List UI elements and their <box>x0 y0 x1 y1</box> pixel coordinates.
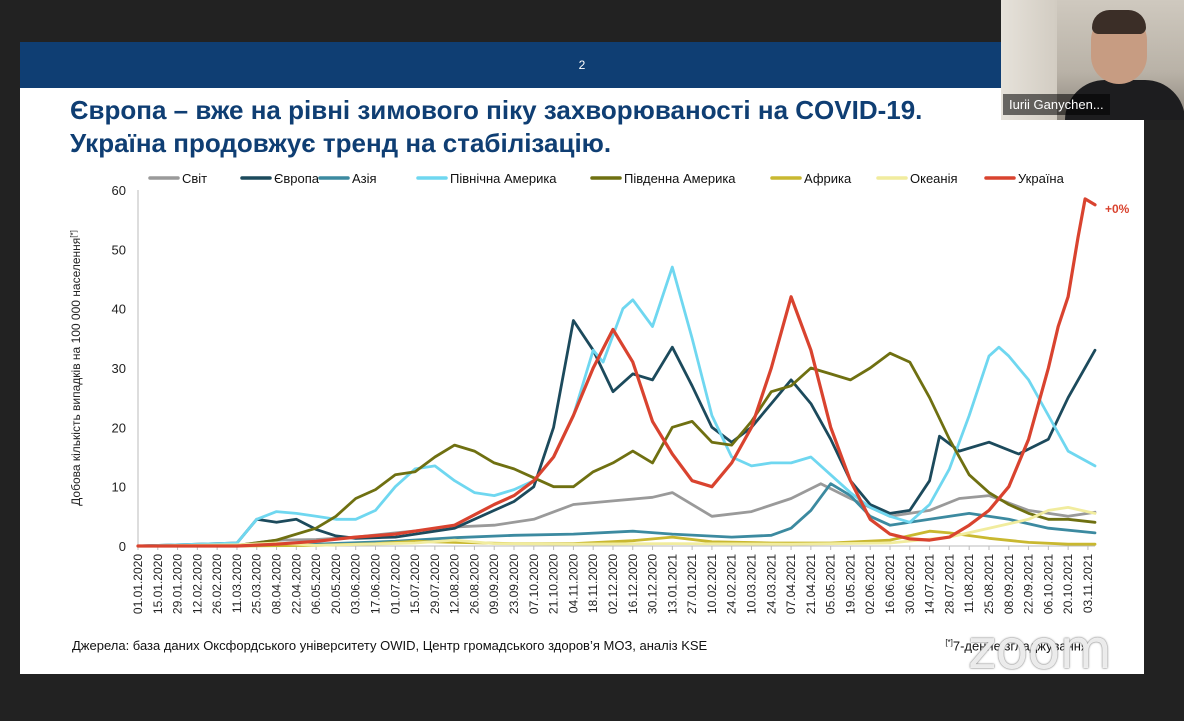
x-tick-label: 02.12.2020 <box>606 554 620 614</box>
x-tick-label: 10.02.2021 <box>705 554 719 614</box>
x-tick-label: 22.09.2021 <box>1022 554 1036 614</box>
ukraine-change-annotation: +0% <box>1105 202 1130 216</box>
x-tick-label: 05.05.2021 <box>824 554 838 614</box>
x-tick-label: 09.09.2020 <box>487 554 501 614</box>
x-tick-label: 08.04.2020 <box>270 554 284 614</box>
x-tick-label: 11.08.2021 <box>962 554 976 613</box>
x-tick-label: 04.11.2020 <box>566 554 580 613</box>
x-tick-label: 28.07.2021 <box>942 554 956 614</box>
x-tick-label: 15.01.2020 <box>151 554 165 614</box>
x-tick-label: 30.06.2021 <box>903 554 917 614</box>
x-axis: 01.01.2020 15.01.2020 29.01.2020 12.02.2020… <box>131 545 1095 614</box>
x-tick-label: 10.03.2021 <box>744 554 758 614</box>
y-tick-label: 20 <box>112 420 126 435</box>
x-tick-label: 27.01.2021 <box>685 554 699 614</box>
source-note: Джерела: база даних Оксфордського універ… <box>72 638 708 653</box>
x-tick-label: 21.10.2020 <box>547 554 561 614</box>
legend-label-europe: Європа <box>274 171 320 186</box>
covid-cases-line-chart: Світ Європа Азія Північна Америка Південна А… <box>69 171 1130 614</box>
x-tick-label: 25.08.2021 <box>982 554 996 614</box>
x-tick-label: 16.12.2020 <box>626 554 640 614</box>
y-tick-label: 50 <box>112 242 126 257</box>
y-tick-label: 30 <box>112 361 126 376</box>
x-tick-label: 07.04.2021 <box>784 554 798 614</box>
slide-title: Європа – вже на рівні зимового піку захв… <box>70 94 1130 160</box>
x-tick-label: 26.08.2020 <box>467 554 481 614</box>
legend-label-asia: Азія <box>352 171 377 186</box>
x-tick-label: 29.07.2020 <box>428 554 442 614</box>
x-tick-label: 11.03.2020 <box>230 554 244 613</box>
chart-series <box>136 197 1097 548</box>
slide-title-line-2: Україна продовжує тренд на стабілізацію. <box>70 128 612 158</box>
y-axis-title-mark: [*] <box>69 230 78 238</box>
x-tick-label: 16.06.2021 <box>883 554 897 614</box>
x-tick-label: 14.07.2021 <box>923 554 937 614</box>
x-tick-label: 01.07.2020 <box>388 554 402 614</box>
slide-page-number: 2 <box>578 58 586 72</box>
x-tick-label: 21.04.2021 <box>804 554 818 614</box>
x-tick-label: 20.05.2020 <box>329 554 343 614</box>
x-tick-label: 25.03.2020 <box>250 554 264 614</box>
zoom-logo-watermark: zoom <box>968 618 1112 681</box>
series-line-ukraine <box>136 197 1097 548</box>
y-axis: 0 10 20 30 40 50 60 Добова кількість випадків н… <box>69 183 139 554</box>
participant-name-label: Iurii Ganychen... <box>1003 94 1110 115</box>
legend-label-ukraine: Україна <box>1018 171 1065 186</box>
x-tick-label: 20.10.2021 <box>1061 554 1075 614</box>
x-tick-label: 02.06.2021 <box>863 554 877 614</box>
x-tick-label: 18.11.2020 <box>586 554 600 613</box>
y-tick-label: 0 <box>119 539 126 554</box>
x-tick-label: 23.09.2020 <box>507 554 521 614</box>
y-tick-label: 10 <box>112 480 126 495</box>
presentation-slide: 2 Європа – вже на рівні зимового піку за… <box>20 42 1144 674</box>
series-line-oceania <box>136 506 1097 548</box>
x-tick-label: 13.01.2021 <box>665 554 679 614</box>
slide-header-bar: 2 <box>20 42 1144 88</box>
x-tick-label: 24.02.2021 <box>725 554 739 614</box>
legend-label-africa: Африка <box>804 171 852 186</box>
x-tick-label: 24.03.2021 <box>764 554 778 614</box>
smoothing-note: [*]7-денне згладжування <box>945 638 1088 653</box>
x-tick-label: 29.01.2020 <box>171 554 185 614</box>
y-tick-label: 40 <box>112 302 126 317</box>
participant-hair <box>1092 10 1146 34</box>
series-line-north_america <box>136 265 1097 548</box>
x-tick-label: 12.02.2020 <box>190 554 204 614</box>
x-tick-label: 03.06.2020 <box>349 554 363 614</box>
series-line-south_america <box>136 351 1097 548</box>
x-tick-label: 26.02.2020 <box>210 554 224 614</box>
x-tick-label: 22.04.2020 <box>289 554 303 614</box>
x-tick-label: 15.07.2020 <box>408 554 422 614</box>
x-tick-label: 06.05.2020 <box>309 554 323 614</box>
legend-label-south_america: Південна Америка <box>624 171 736 186</box>
x-tick-label: 17.06.2020 <box>368 554 382 614</box>
x-tick-label: 06.10.2021 <box>1041 554 1055 614</box>
y-axis-title-text: Добова кількість випадків на 100 000 нас… <box>69 238 83 506</box>
x-tick-label: 30.12.2020 <box>646 554 660 614</box>
chart-annotations: +0% <box>1105 202 1130 216</box>
legend-label-oceania: Океанія <box>910 171 958 186</box>
x-tick-label: 12.08.2020 <box>448 554 462 614</box>
legend-label-world: Світ <box>182 171 207 186</box>
chart-legend: Світ Європа Азія Північна Америка Південна А… <box>148 171 1065 186</box>
series-line-asia <box>136 482 1097 548</box>
x-tick-label: 03.11.2021 <box>1081 554 1095 613</box>
x-tick-label: 19.05.2021 <box>843 554 857 614</box>
slide-title-line-1: Європа – вже на рівні зимового піку захв… <box>70 95 923 125</box>
x-tick-label: 07.10.2020 <box>527 554 541 614</box>
y-axis-title: Добова кількість випадків на 100 000 нас… <box>69 230 83 506</box>
y-tick-label: 60 <box>112 183 126 198</box>
x-tick-label: 08.09.2021 <box>1002 554 1016 614</box>
legend-label-north_america: Північна Америка <box>450 171 557 186</box>
smoothing-note-mark: [*] <box>945 638 953 647</box>
smoothing-note-text: 7-денне згладжування <box>952 638 1088 654</box>
x-tick-label: 01.01.2020 <box>131 554 145 614</box>
webcam-thumbnail[interactable]: Iurii Ganychen... <box>1001 0 1184 120</box>
